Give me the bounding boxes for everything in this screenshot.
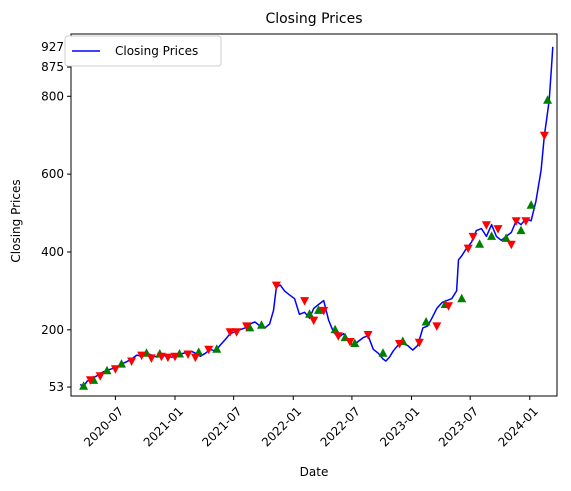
chart-title: Closing Prices (265, 11, 362, 27)
sell-signal-marker (319, 306, 329, 316)
sell-signal-marker (481, 221, 491, 230)
sell-signal-marker (146, 354, 156, 363)
sell-signal-marker (183, 350, 193, 359)
sell-signal-marker (95, 372, 105, 381)
y-tick-label: 800 (41, 89, 64, 103)
sell-signal-marker (110, 365, 120, 374)
sell-signal-marker (395, 340, 404, 349)
sell-signal-marker (414, 338, 424, 348)
buy-signal-marker (378, 348, 388, 357)
sell-signal-marker (432, 322, 442, 331)
legend: Closing Prices (64, 35, 222, 67)
sell-signal-marker (137, 351, 147, 361)
x-tick-label: 2023-01 (377, 404, 422, 449)
sell-signal-marker (163, 353, 173, 363)
buy-signal-marker (501, 233, 511, 242)
sell-signal-marker (333, 332, 343, 341)
buy-signal-marker (305, 309, 314, 318)
buy-signal-marker (526, 200, 536, 209)
sell-signal-marker (271, 281, 281, 291)
sell-signal-marker (127, 357, 137, 366)
series-line-closing-prices (79, 46, 554, 388)
buy-signal-marker (543, 95, 553, 104)
buy-signal-marker (79, 381, 89, 390)
buy-signal-marker (350, 338, 360, 347)
buy-signal-marker (257, 320, 266, 329)
sell-signal-marker (225, 328, 235, 337)
x-axis-label: Date (300, 465, 329, 479)
x-tick-label: 2022-07 (318, 404, 363, 449)
buy-signal-marker (475, 239, 485, 248)
sell-signal-marker (156, 352, 166, 362)
sell-signal-marker (345, 338, 355, 347)
sell-signal-marker (363, 331, 373, 340)
y-tick-label: 53 (49, 380, 64, 394)
y-tick-label: 400 (41, 245, 64, 259)
buy-signal-marker (245, 322, 255, 332)
x-tick-label: 2020-07 (81, 404, 126, 449)
buy-signal-marker (457, 293, 467, 303)
x-tick-label: 2023-07 (436, 404, 481, 449)
sell-signal-marker (521, 217, 531, 226)
x-tick-label: 2022-01 (259, 404, 304, 449)
plot-area: 53 200 400 600 800 875 927 2020-07 2021-01 2021-0… (41, 33, 558, 450)
legend-box (64, 35, 222, 67)
sell-signal-marker (309, 316, 319, 326)
sell-signal-marker (204, 345, 214, 355)
sell-signal-marker (232, 328, 242, 337)
x-tick-label: 2024-01 (495, 404, 540, 449)
sell-signal-marker (444, 302, 453, 311)
plot-frame (70, 33, 558, 397)
sell-signal-marker (190, 353, 200, 363)
x-tick-label: 2021-07 (199, 404, 244, 449)
sell-signal-marker (242, 322, 252, 331)
y-tick-label: 875 (41, 60, 64, 74)
y-axis-label: Closing Prices (9, 179, 23, 262)
sell-signal-marker (463, 244, 473, 254)
y-tick-label: 600 (41, 167, 64, 181)
x-tick-label: 2021-01 (141, 404, 186, 449)
buy-signal-marker (421, 317, 431, 326)
buy-signal-marker (314, 305, 323, 314)
sell-signal-marker (170, 352, 180, 362)
buy-signal-marker (330, 324, 340, 334)
buy-signal-marker (516, 225, 526, 235)
sell-signal-marker (539, 131, 549, 141)
buy-signal-marker (212, 344, 222, 353)
y-tick-label: 200 (41, 323, 64, 337)
sell-signal-marker (85, 376, 95, 385)
y-tick-label: 927 (41, 40, 64, 54)
sell-signal-marker (506, 240, 516, 250)
sell-signal-marker (468, 232, 478, 242)
legend-entry-label: Closing Prices (115, 44, 198, 58)
buy-signal-marker (102, 365, 112, 375)
sell-signal-marker (300, 297, 310, 306)
buy-signal-marker (487, 231, 497, 240)
sell-signal-marker (493, 225, 503, 234)
sell-signal-marker (511, 217, 521, 226)
